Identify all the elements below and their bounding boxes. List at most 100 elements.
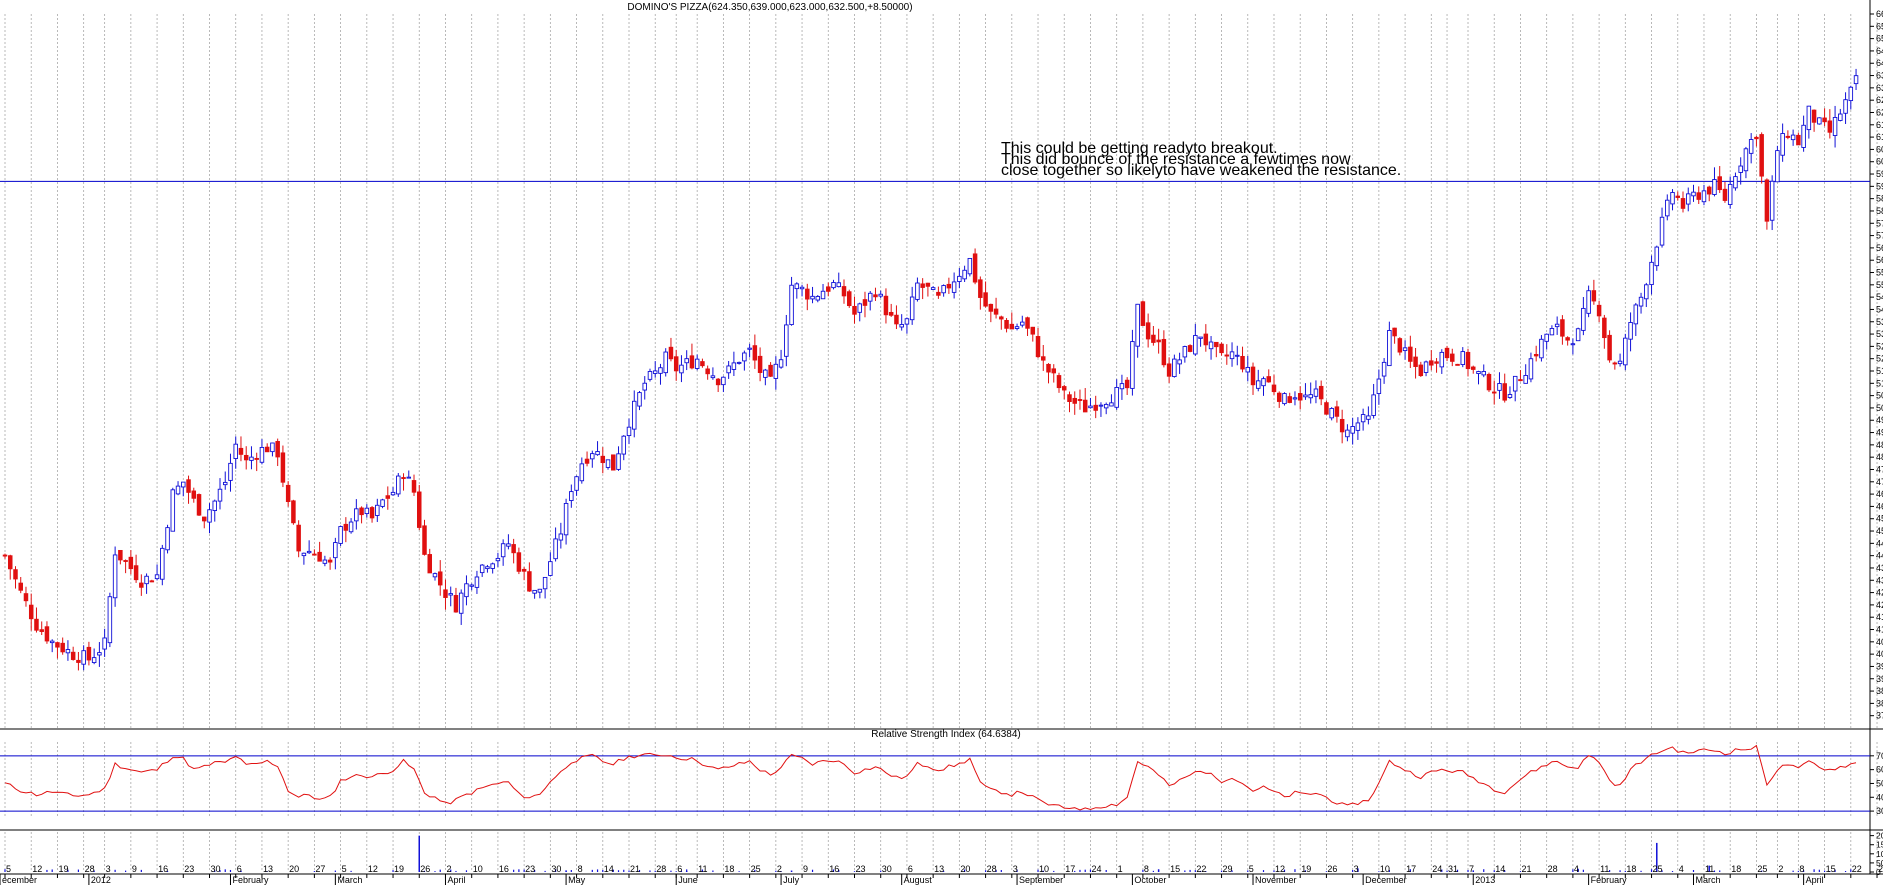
month-label: July — [783, 875, 800, 885]
candle — [327, 557, 333, 570]
candle — [1775, 145, 1780, 183]
candle — [202, 516, 207, 529]
candle — [831, 279, 836, 290]
price-axis-label: 405 — [1876, 637, 1883, 647]
candle-body — [1292, 397, 1298, 400]
date-tick-label: 12 — [368, 864, 378, 874]
candle-body — [1680, 198, 1686, 209]
candle-body — [39, 629, 44, 632]
candle-body — [684, 358, 689, 364]
candle-body — [233, 443, 238, 459]
date-tick-label: 14 — [604, 864, 614, 874]
candle — [1135, 303, 1140, 358]
candle — [1539, 335, 1544, 362]
candle-body — [899, 324, 904, 328]
candle-body — [1020, 321, 1025, 326]
date-axis: 5 12 19 28 3 9 16 23 30 6 13 20 27 5 12 19 26 2 10 16 23 30 8 1… — [0, 864, 1883, 885]
candle-body — [516, 552, 522, 572]
candle — [836, 272, 842, 288]
candle-body — [1208, 341, 1214, 350]
candle-body — [202, 516, 207, 522]
candle — [1602, 314, 1607, 349]
date-tick-label: 5 — [1249, 864, 1254, 874]
candle — [841, 279, 847, 304]
date-tick-label: 3 — [1354, 864, 1359, 874]
candle-body — [1759, 134, 1764, 177]
candle-body — [1838, 113, 1843, 121]
candle-body — [852, 305, 857, 315]
candle — [275, 438, 280, 467]
candle-body — [878, 293, 883, 297]
candle-body — [1266, 376, 1271, 383]
candle-body — [621, 435, 627, 455]
candle — [1434, 358, 1439, 373]
candle — [1093, 395, 1098, 419]
candle-body — [1214, 341, 1219, 348]
candle — [322, 555, 328, 567]
candle — [81, 645, 86, 671]
price-axis-label: 510 — [1876, 378, 1883, 388]
candle-body — [1061, 386, 1067, 391]
candle — [364, 504, 370, 518]
candle-body — [458, 592, 464, 614]
candle-body — [1035, 336, 1041, 358]
candle — [1743, 146, 1749, 179]
candle-body — [715, 378, 721, 386]
candle — [862, 291, 868, 318]
candle-body — [1754, 136, 1759, 140]
rsi-axis-label: 30 — [1876, 806, 1883, 816]
candle — [1334, 400, 1340, 423]
candle-body — [312, 553, 317, 556]
candle-body — [590, 453, 595, 460]
candle — [663, 348, 668, 377]
price-axis-label: 465 — [1876, 489, 1883, 499]
candle-body — [1623, 337, 1628, 366]
candle — [44, 621, 50, 644]
candle — [1114, 379, 1119, 410]
candle-body — [1219, 343, 1224, 354]
candle-body — [222, 481, 228, 486]
candle-body — [1596, 304, 1602, 317]
candle — [951, 272, 957, 299]
price-axis-label: 580 — [1876, 206, 1883, 216]
candles — [2, 68, 1859, 671]
candle-body — [380, 499, 385, 507]
candle-body — [479, 564, 485, 574]
candle-body — [736, 361, 742, 364]
candle — [296, 520, 301, 558]
candle-body — [1785, 135, 1791, 138]
candle-body — [107, 596, 113, 644]
candle — [291, 499, 296, 525]
candle-body — [658, 367, 663, 374]
candle — [1769, 175, 1775, 231]
candle-body — [422, 525, 427, 555]
date-tick-label: 19 — [394, 864, 404, 874]
month-label: April — [447, 875, 465, 885]
candle-body — [1408, 346, 1413, 362]
candle — [1675, 191, 1681, 201]
candle-body — [1271, 384, 1277, 393]
date-tick-label: 9 — [132, 864, 137, 874]
candle — [1817, 117, 1822, 125]
candle-body — [1491, 391, 1497, 394]
candle-body — [511, 544, 516, 554]
candle — [348, 518, 354, 534]
month-label: August — [904, 875, 933, 885]
candle-body — [946, 283, 952, 289]
candle — [1507, 386, 1513, 399]
date-tick-label: 2 — [1778, 864, 1783, 874]
candle — [7, 554, 13, 580]
candle — [909, 286, 915, 325]
price-axis-label: 545 — [1876, 292, 1883, 302]
candle-body — [579, 463, 585, 482]
candle-body — [1539, 338, 1544, 359]
candle — [652, 361, 658, 378]
candle-body — [841, 286, 847, 297]
price-axis-label: 555 — [1876, 268, 1883, 278]
candle — [867, 291, 873, 311]
candle — [1297, 386, 1303, 410]
candle — [338, 525, 343, 547]
candle — [784, 314, 789, 367]
candle-body — [1727, 183, 1733, 205]
date-tick-label: 6 — [237, 864, 242, 874]
